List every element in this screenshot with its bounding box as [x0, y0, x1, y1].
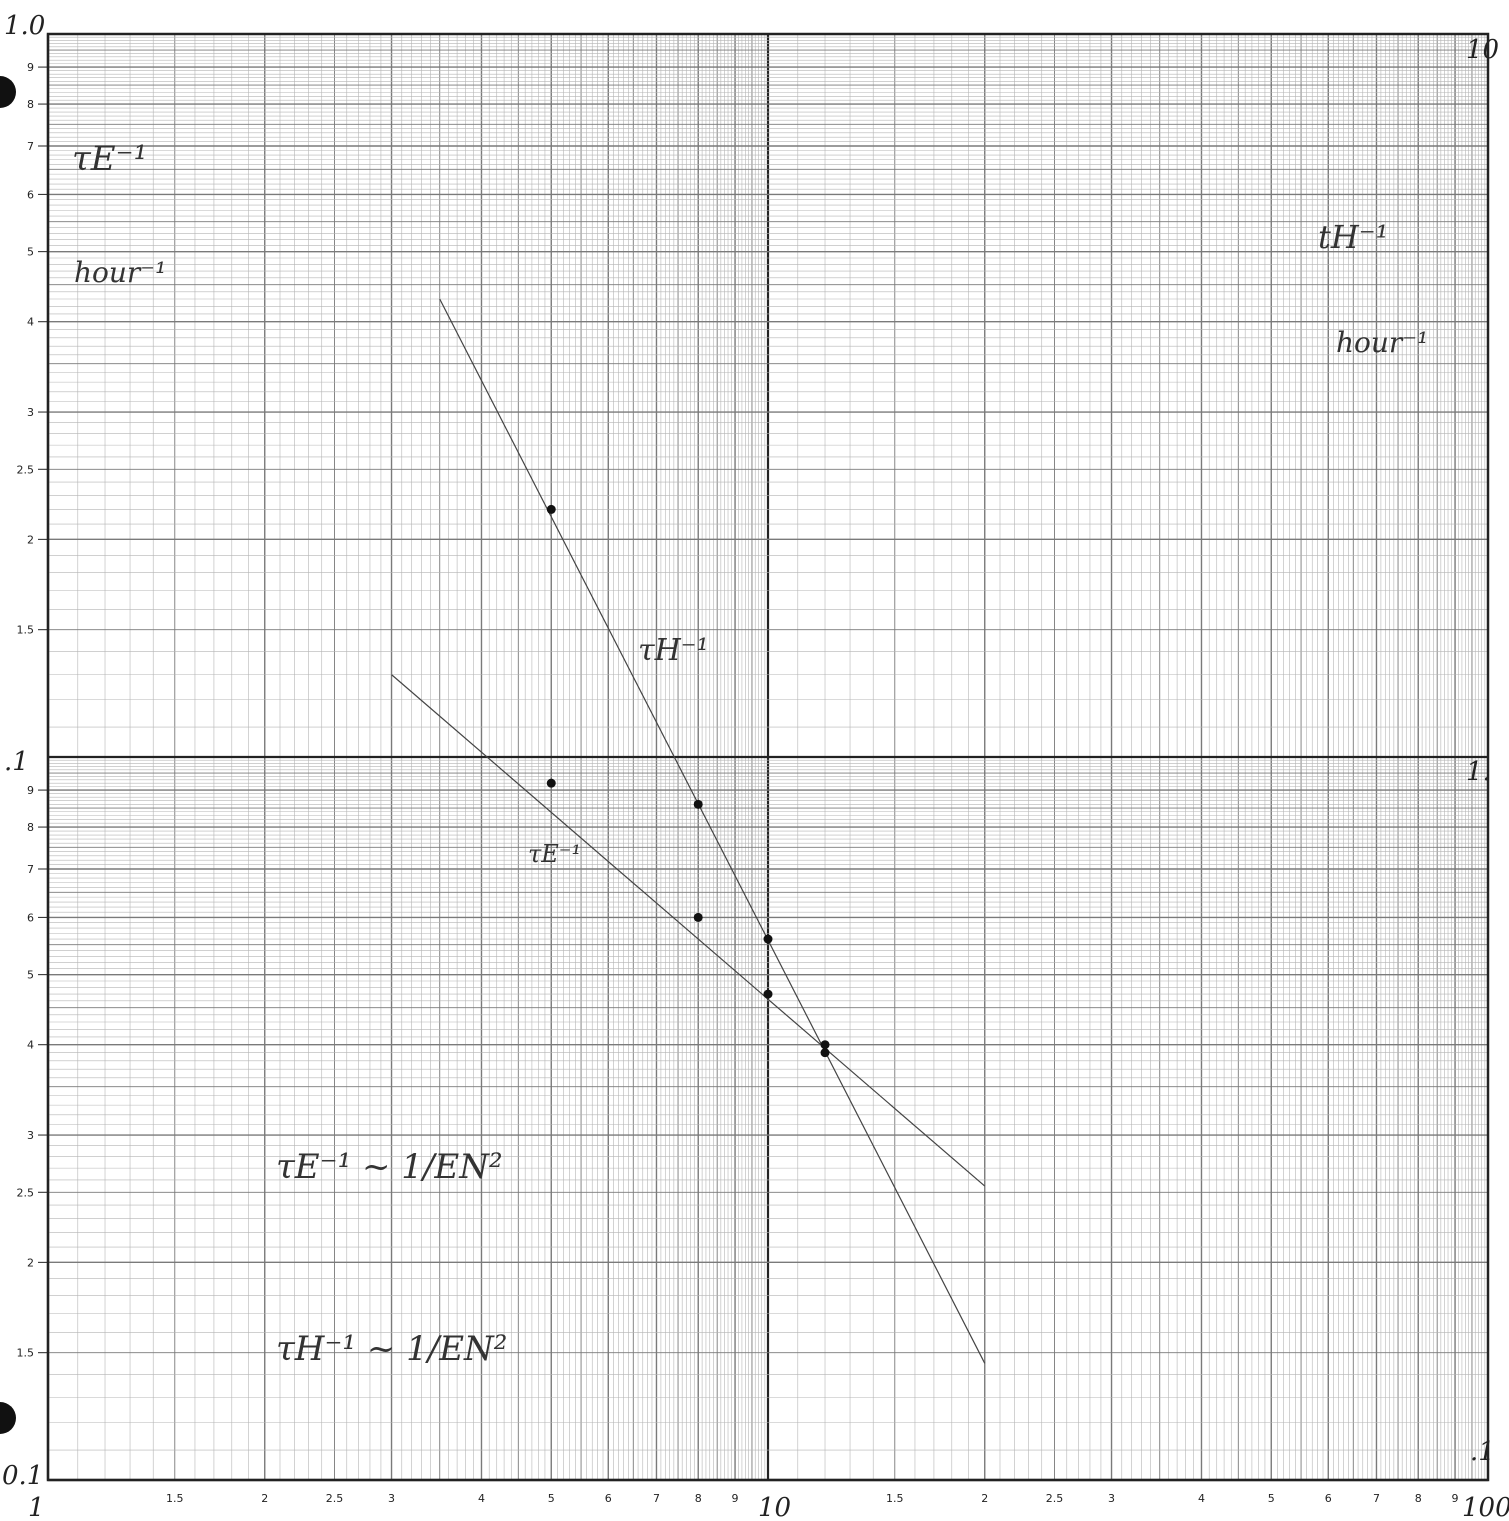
y-left-unit: hour⁻¹ [74, 256, 166, 289]
relation-h: τH⁻¹ ~ 1/EN² [276, 1329, 507, 1369]
x-tick-label: 2 [261, 1492, 268, 1505]
y-tick-label: 2.5 [17, 1186, 35, 1199]
y-tick-label: 6 [27, 911, 34, 924]
x-tick-label: 7 [1373, 1492, 1380, 1505]
y-tick-label: 2 [27, 533, 34, 546]
y-tick-label: 5 [27, 246, 34, 259]
grid [46, 32, 1490, 1482]
corner-label-mid-right: 1. [1466, 757, 1491, 787]
y-right-label: tH⁻¹ [1318, 218, 1388, 256]
y-tick-labels: 9 8 7 6 5 4 3 2.5 2 1.5 9 8 7 6 5 4 3 2.5 2 1.5 [17, 61, 48, 1360]
y-tick-label: 6 [27, 188, 34, 201]
data-points [546, 504, 830, 1058]
fit-lines [391, 298, 986, 1364]
plot-frame [46, 32, 1490, 1482]
x-tick-label: 3 [1108, 1492, 1115, 1505]
x-tick-label: 5 [1268, 1492, 1275, 1505]
corner-label-top-right: 10 [1466, 35, 1499, 65]
corner-label-bottom-right: .1 [1470, 1437, 1495, 1467]
x-tick-label: 6 [1325, 1492, 1332, 1505]
data-point [763, 934, 773, 944]
y-tick-label: 3 [27, 1129, 34, 1142]
x-tick-label: 5 [548, 1492, 555, 1505]
curve-label-h: τH⁻¹ [638, 633, 709, 668]
x-tick-label: 2.5 [326, 1492, 344, 1505]
data-point [546, 778, 556, 788]
y-left-label: τE⁻¹ [72, 139, 147, 179]
x-tick-label: 8 [1415, 1492, 1422, 1505]
fit-line [439, 298, 986, 1364]
data-point [693, 799, 703, 809]
relation-e: τE⁻¹ ~ 1/EN² [276, 1147, 503, 1187]
data-point [763, 989, 773, 999]
x-tick-label: 9 [1452, 1492, 1459, 1505]
y-tick-label: 5 [27, 969, 34, 982]
x-tick-label: 3 [388, 1492, 395, 1505]
x-tick-label: 1.5 [886, 1492, 904, 1505]
binder-hole-bottom [0, 1402, 16, 1434]
y-tick-label: 7 [27, 863, 34, 876]
x-label-end: 100 [1462, 1493, 1509, 1521]
corner-label-top-left: 1.0 [4, 11, 45, 41]
x-tick-label: 6 [605, 1492, 612, 1505]
y-right-unit: hour⁻¹ [1336, 326, 1428, 359]
x-tick-label: 4 [1198, 1492, 1205, 1505]
x-tick-label: 4 [478, 1492, 485, 1505]
data-point [546, 504, 556, 514]
x-tick-label: 2 [981, 1492, 988, 1505]
data-point [693, 912, 703, 922]
x-tick-label: 8 [695, 1492, 702, 1505]
curve-label-e: τE⁻¹ [528, 840, 581, 868]
x-label-start: 1 [28, 1493, 45, 1521]
data-point [820, 1048, 830, 1058]
y-tick-label: 2 [27, 1256, 34, 1269]
x-tick-label: 9 [732, 1492, 739, 1505]
fit-line [391, 674, 986, 1187]
y-tick-label: 8 [27, 98, 34, 111]
x-tick-labels: 1.5 2 2.5 3 4 5 6 7 8 9 1.5 2 2.5 3 4 5 6 7 8 9 [166, 1492, 1459, 1505]
y-tick-label: 3 [27, 406, 34, 419]
data-point [820, 1040, 830, 1050]
x-label-mid: 10 [758, 1493, 791, 1521]
y-tick-label: 8 [27, 821, 34, 834]
corner-label-bottom-left: 0.1 [2, 1461, 43, 1491]
x-tick-label: 2.5 [1046, 1492, 1064, 1505]
y-tick-label: 1.5 [17, 624, 35, 637]
y-tick-label: 4 [27, 1039, 34, 1052]
y-tick-label: 9 [27, 784, 34, 797]
binder-hole-top [0, 76, 16, 108]
y-tick-label: 9 [27, 61, 34, 74]
y-tick-label: 2.5 [17, 463, 35, 476]
y-tick-label: 1.5 [17, 1347, 35, 1360]
x-tick-label: 1.5 [166, 1492, 184, 1505]
y-tick-label: 4 [27, 316, 34, 329]
y-tick-label: 7 [27, 140, 34, 153]
x-tick-label: 7 [653, 1492, 660, 1505]
corner-label-mid-left: .1 [4, 747, 29, 777]
